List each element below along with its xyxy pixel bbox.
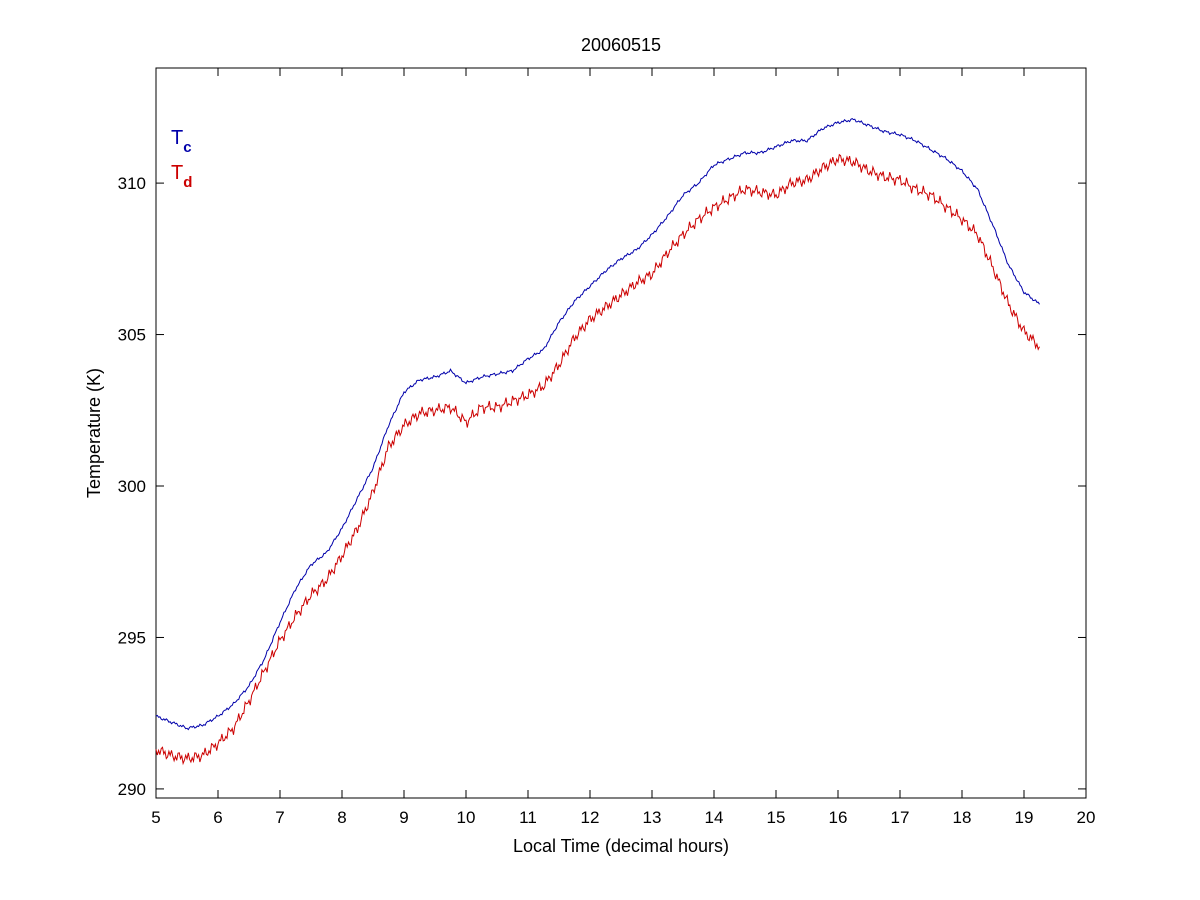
- x-tick-label: 7: [275, 808, 284, 827]
- x-tick-label: 17: [891, 808, 910, 827]
- x-axis-title: Local Time (decimal hours): [513, 836, 729, 856]
- legend-entry-tc-sub: c: [183, 139, 191, 156]
- y-tick-label: 310: [118, 174, 146, 193]
- x-tick-label: 9: [399, 808, 408, 827]
- x-tick-label: 5: [151, 808, 160, 827]
- legend-entry-td-sub: d: [183, 174, 192, 191]
- legend-entry-tc-main: T: [171, 127, 183, 149]
- legend-entry-td-main: T: [171, 162, 183, 184]
- x-tick-label: 19: [1015, 808, 1034, 827]
- x-tick-label: 14: [705, 808, 724, 827]
- plot-area-frame: [155, 67, 1087, 799]
- x-tick-label: 8: [337, 808, 346, 827]
- ticks-layer: 5 6 7 8 9 10 11 12 13 14 15 16 17 18 19 20 290 295 300 305 3…: [118, 68, 1096, 827]
- x-tick-label: 12: [581, 808, 600, 827]
- series-line-td: [155, 153, 1040, 766]
- y-tick-label: 295: [118, 628, 146, 647]
- chart-title: 20060515: [581, 35, 661, 55]
- y-axis-title: Temperature (K): [84, 368, 104, 498]
- x-tick-label: 18: [953, 808, 972, 827]
- x-tick-label: 10: [457, 808, 476, 827]
- x-tick-label: 11: [519, 808, 537, 827]
- legend-entry-tc: Tc: [171, 127, 192, 156]
- x-tick-label: 6: [213, 808, 222, 827]
- x-tick-label: 15: [767, 808, 786, 827]
- series-line-tc: [155, 118, 1040, 731]
- x-tick-label: 20: [1077, 808, 1096, 827]
- y-tick-label: 290: [118, 780, 146, 799]
- series-layer: [155, 118, 1040, 766]
- y-tick-label: 300: [118, 477, 146, 496]
- x-tick-label: 13: [643, 808, 662, 827]
- x-tick-label: 16: [829, 808, 848, 827]
- legend: Tc Td: [171, 127, 192, 191]
- y-tick-label: 305: [118, 326, 146, 345]
- legend-entry-td: Td: [171, 162, 192, 191]
